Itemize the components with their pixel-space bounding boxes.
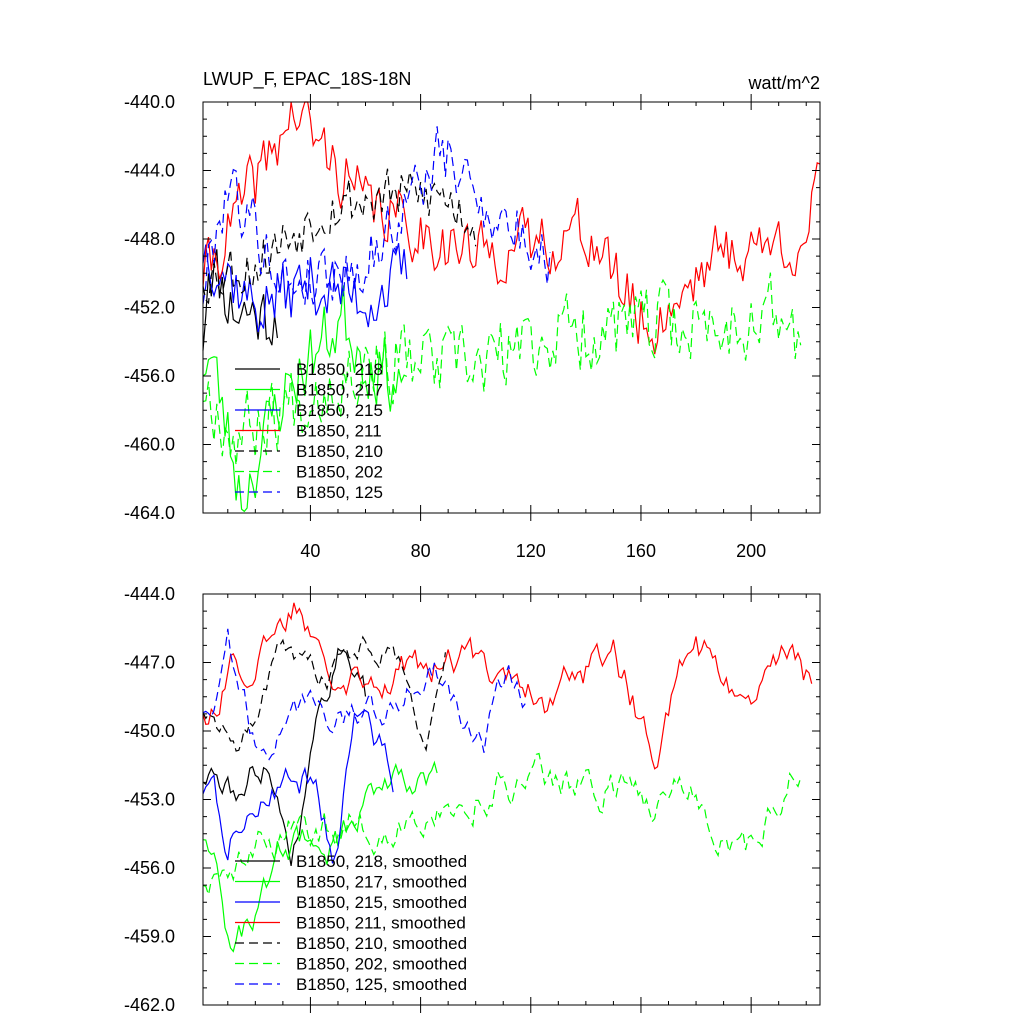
top-ticks-layer: -464.0 -460.0 -456.0 -452.0 -448.0 -444.0 -440… [124,92,820,561]
top-panel-units: watt/m^2 [748,73,820,93]
series-line-bottom-6 [202,628,526,761]
x-tick-label: 160 [626,541,656,561]
x-tick-label: 80 [411,541,431,561]
series-line-top-5 [202,272,802,466]
legend-label: B1850, 125 [296,483,383,502]
y-tick-label: -460.0 [124,435,175,455]
top-panel: LWUP_F, EPAC_18S-18N watt/m^2 -464.0 -460… [124,69,821,561]
legend-label: B1850, 210, smoothed [296,934,467,953]
y-tick-label: -450.0 [124,721,175,741]
series-line-bottom-4 [202,635,446,752]
bottom-panel: -462.0 -459.0 -456.0 -453.0 -450.0 -447.0 -444… [124,584,821,1015]
y-tick-label: -447.0 [124,653,175,673]
series-line-top-2 [202,243,408,333]
y-tick-label: -453.0 [124,790,175,810]
legend-label: B1850, 215 [296,401,383,420]
y-tick-label: -464.0 [124,503,175,523]
series-line-bottom-3 [202,602,813,770]
legend-label: B1850, 218, smoothed [296,852,467,871]
x-tick-label: 40 [300,541,320,561]
y-tick-label: -444.0 [124,161,175,181]
x-tick-label: 200 [736,541,766,561]
series-line-bottom-5 [202,752,802,896]
legend-label: B1850, 202 [296,463,383,482]
top-panel-title: LWUP_F, EPAC_18S-18N [203,69,411,90]
series-line-top-4 [202,168,477,305]
y-tick-label: -459.0 [124,927,175,947]
y-tick-label: -456.0 [124,366,175,386]
y-tick-label: -444.0 [124,584,175,604]
bottom-series-layer [202,602,813,953]
legend-label: B1850, 215, smoothed [296,893,467,912]
y-tick-label: -440.0 [124,92,175,112]
bottom-ticks-layer: -462.0 -459.0 -456.0 -453.0 -450.0 -447.0 -444… [124,584,820,1015]
legend-label: B1850, 211, smoothed [296,914,466,933]
series-line-bottom-2 [202,709,394,864]
legend-label: B1850, 217, smoothed [296,873,467,892]
y-tick-label: -448.0 [124,229,175,249]
series-line-bottom-0 [202,647,367,866]
bottom-legend: B1850, 218, smoothed B1850, 217, smoothed… [235,852,467,994]
legend-label: B1850, 125, smoothed [296,975,467,994]
legend-label: B1850, 217 [296,381,383,400]
series-line-bottom-1 [202,760,438,953]
y-tick-label: -462.0 [124,995,175,1015]
legend-label: B1850, 202, smoothed [296,955,467,974]
x-tick-label: 120 [516,541,546,561]
legend-label: B1850, 211 [296,422,382,441]
legend-label: B1850, 218 [296,360,383,379]
legend-label: B1850, 210 [296,442,383,461]
series-line-top-6 [202,126,551,305]
y-tick-label: -452.0 [124,298,175,318]
series-line-top-3 [202,101,821,355]
y-tick-label: -456.0 [124,858,175,878]
